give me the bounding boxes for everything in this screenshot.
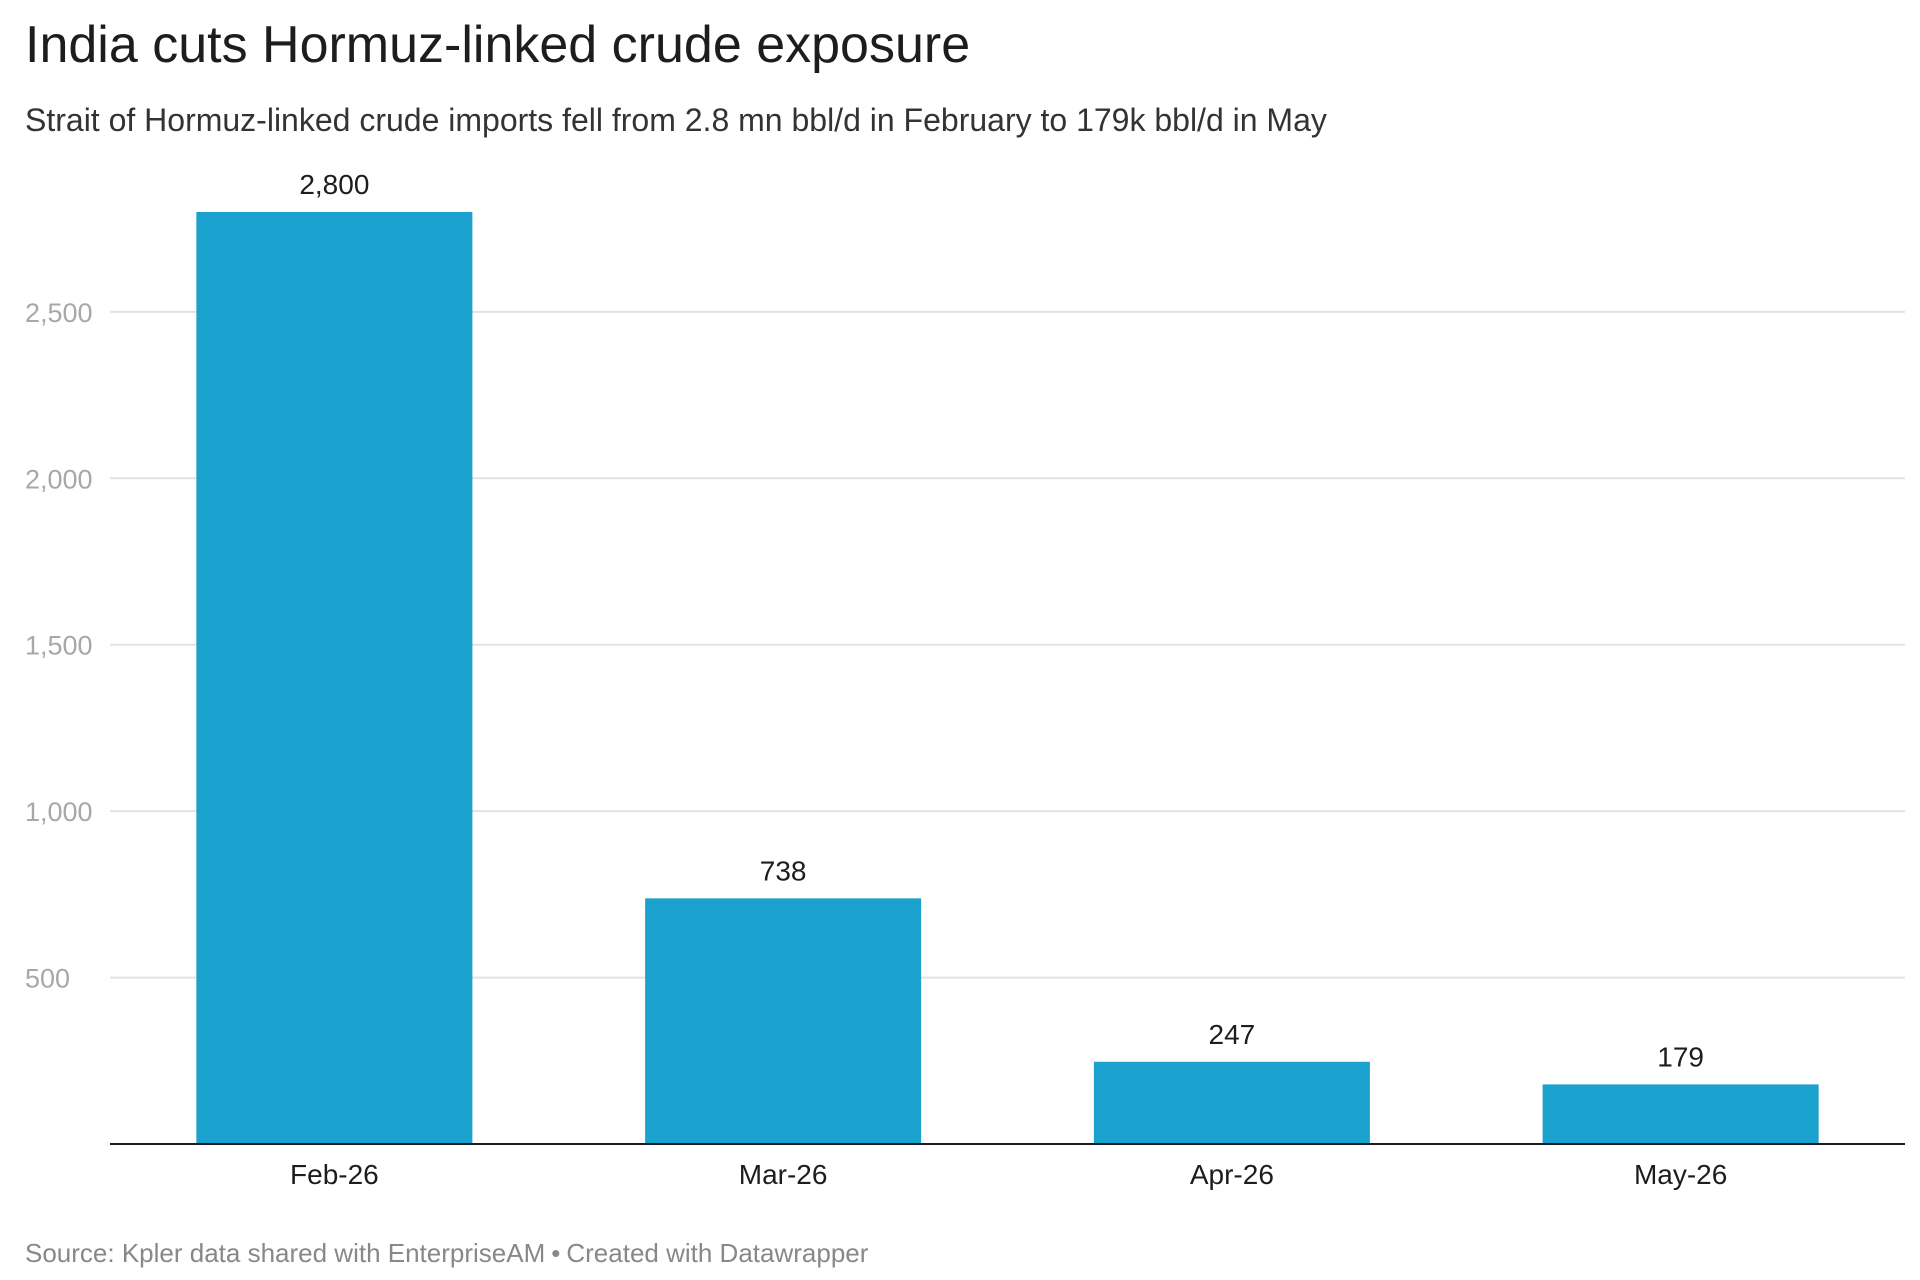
x-tick-label: May-26 [1634, 1159, 1727, 1190]
y-tick-label: 2,500 [25, 298, 93, 328]
y-tick-label: 1,500 [25, 631, 93, 661]
y-tick-label: 2,000 [25, 464, 93, 494]
bar-value-label: 247 [1209, 1019, 1256, 1050]
bar-value-labels: 2,800 738 247 179 [299, 169, 1704, 1072]
chart-subtitle: Strait of Hormuz-linked crude imports fe… [25, 102, 1327, 138]
bars [196, 212, 1819, 1144]
bar [1093, 1061, 1370, 1144]
x-tick-label: Apr-26 [1190, 1159, 1274, 1190]
bar [645, 898, 922, 1144]
footer-separator: • [551, 1238, 561, 1268]
bar-value-label: 2,800 [299, 169, 369, 200]
bar-value-label: 179 [1657, 1041, 1704, 1072]
x-axis-tick-labels: Feb-26 Mar-26 Apr-26 May-26 [290, 1159, 1727, 1190]
bar [196, 212, 473, 1144]
y-tick-label: 1,000 [25, 797, 93, 827]
chart-title: India cuts Hormuz-linked crude exposure [25, 16, 971, 74]
credit-note: Created with Datawrapper [566, 1238, 869, 1268]
bar [1542, 1084, 1819, 1144]
bar-value-label: 738 [760, 855, 807, 886]
x-tick-label: Feb-26 [290, 1159, 379, 1190]
footer-note: Source: Kpler data shared with Enterpris… [25, 1238, 868, 1269]
y-axis-tick-labels: 500 1,000 1,500 2,000 2,500 [25, 298, 93, 994]
x-tick-label: Mar-26 [739, 1159, 828, 1190]
source-note: Source: Kpler data shared with Enterpris… [25, 1238, 546, 1268]
y-tick-label: 500 [25, 964, 70, 994]
